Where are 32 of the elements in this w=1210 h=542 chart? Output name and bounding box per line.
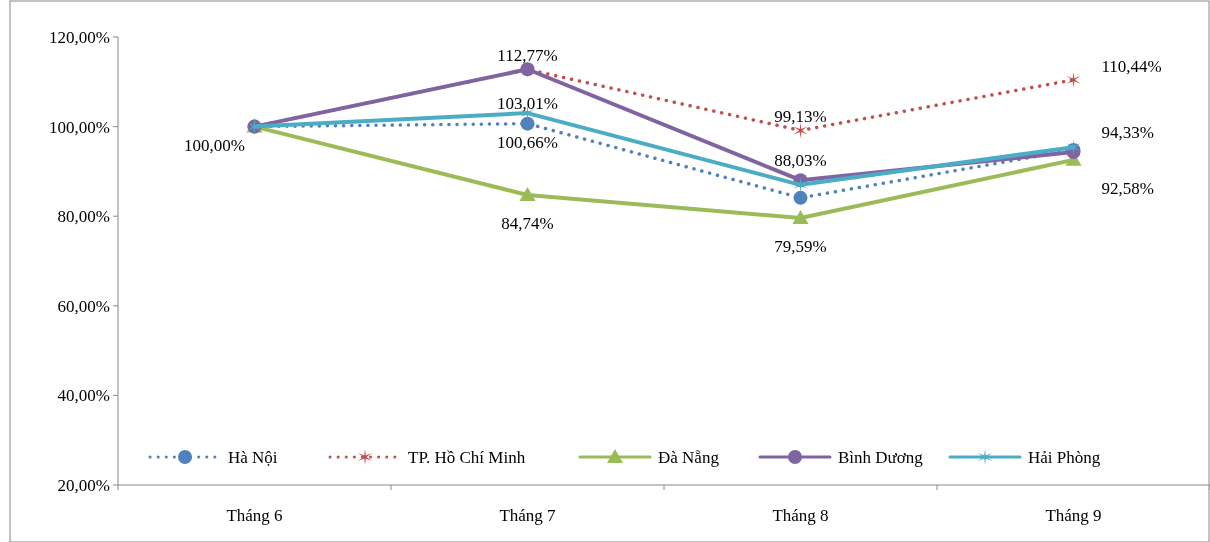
legend-label: TP. Hồ Chí Minh (408, 447, 526, 467)
data-label: 103,01% (497, 94, 558, 114)
legend-label: Hải Phòng (1028, 447, 1101, 467)
point (1066, 71, 1081, 88)
y-tick-label: 60,00% (57, 296, 110, 316)
legend-label: Hà Nội (228, 447, 278, 467)
x-tick-label: Tháng 8 (772, 506, 829, 525)
point (519, 186, 536, 201)
data-label: 88,03% (774, 151, 827, 171)
point (520, 116, 535, 131)
point (792, 210, 809, 225)
y-tick-label: 80,00% (57, 207, 110, 227)
data-label: 110,44% (1101, 56, 1162, 76)
point (793, 190, 808, 205)
data-label: 112,77% (497, 46, 558, 66)
y-tick-label: 100,00% (49, 117, 110, 137)
x-tick-label: Tháng 7 (499, 506, 557, 525)
data-label: 100,66% (497, 132, 558, 152)
x-tick-label: Tháng 6 (226, 506, 283, 525)
data-label: 92,58% (1101, 178, 1154, 198)
data-label: 99,13% (774, 107, 827, 127)
legend-label: Bình Dương (838, 447, 924, 467)
point (793, 176, 808, 193)
y-tick-label: 120,00% (49, 27, 110, 47)
y-tick-label: 40,00% (57, 386, 110, 406)
x-tick-label: Tháng 9 (1045, 506, 1102, 525)
data-label: 84,74% (501, 213, 554, 233)
y-tick-label: 20,00% (57, 475, 110, 495)
legend-label: Đà Nẵng (658, 447, 720, 467)
data-label: 79,59% (774, 236, 827, 256)
data-label: 100,00% (184, 135, 245, 155)
data-label: 94,33% (1101, 122, 1154, 142)
